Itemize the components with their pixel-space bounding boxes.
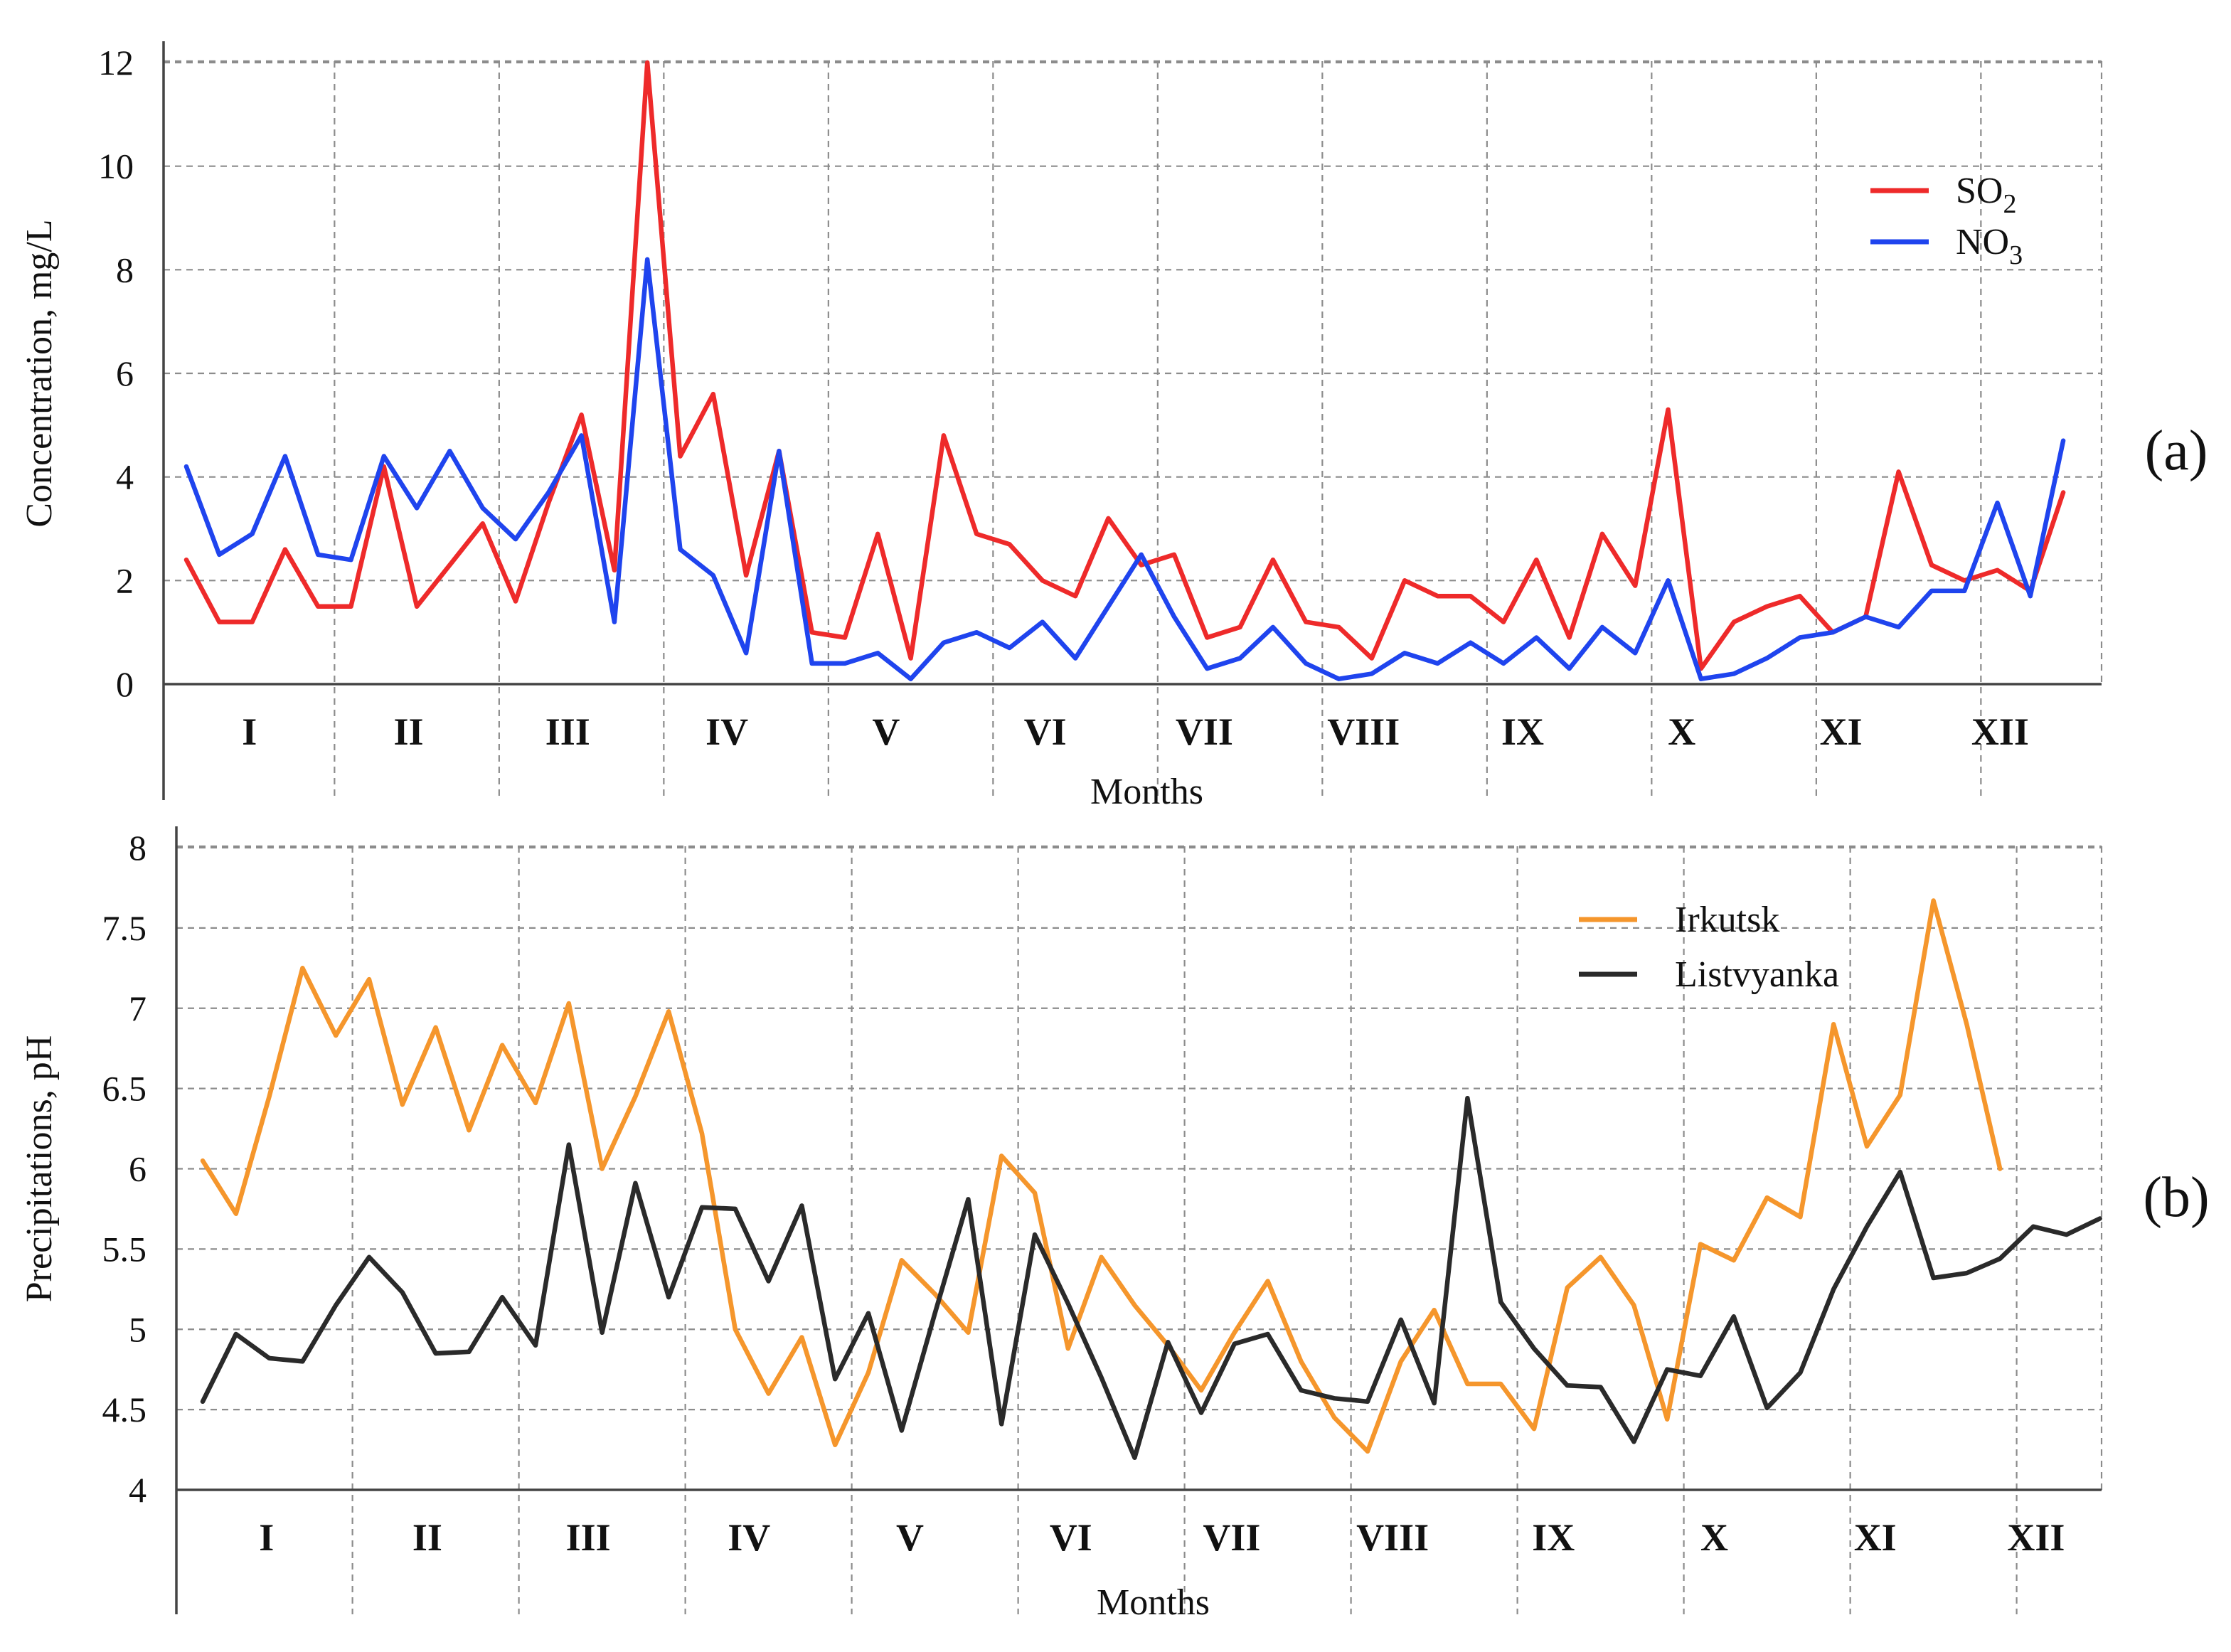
y-tick-label: 6 [129, 1149, 147, 1189]
month-tick-label: XII [1971, 710, 2029, 753]
month-tick-label: VI [1024, 710, 1067, 753]
month-tick-label: VI [1050, 1516, 1092, 1559]
y-tick-label: 4 [129, 1470, 147, 1510]
y-tick-label: 10 [98, 146, 134, 186]
series-line-no3 [183, 257, 2066, 681]
month-tick-label: X [1700, 1516, 1728, 1559]
month-tick-label: I [259, 1516, 274, 1559]
panel-b-grid [176, 845, 2103, 1614]
y-tick-label: 7.5 [102, 908, 147, 948]
y-tick-label: 6 [116, 353, 134, 393]
month-tick-label: VII [1176, 710, 1233, 753]
y-tick-label: 6.5 [102, 1069, 147, 1109]
legend-label: Listvyanka [1675, 954, 1839, 995]
panel-b-labels: 44.555.566.577.58I II III IV V VI VII VIII IX X XI… [19, 828, 2210, 1623]
month-tick-label: V [872, 710, 900, 753]
panel-a-series [183, 60, 2066, 681]
panel-label: (a) [2145, 420, 2208, 482]
y-tick-label: 0 [116, 664, 134, 704]
month-tick-label: III [566, 1516, 611, 1559]
month-tick-label: VII [1203, 1516, 1260, 1559]
panel-b-series [200, 898, 2102, 1461]
month-tick-label: IX [1501, 710, 1544, 753]
series-line-listvyanka [200, 1095, 2102, 1461]
y-tick-label: 7 [129, 988, 147, 1028]
y-axis-title: Precipitations, pH [19, 1035, 60, 1303]
month-tick-label: I [242, 710, 257, 753]
x-axis-title: Months [1090, 772, 1203, 812]
panel-label: (b) [2143, 1166, 2209, 1229]
month-tick-label: XI [1854, 1516, 1897, 1559]
series-line-irkutsk [200, 898, 2003, 1454]
month-tick-label: III [545, 710, 590, 753]
panel-b-axes [175, 826, 2102, 1614]
month-tick-label: IV [705, 710, 748, 753]
month-tick-label: XI [1820, 710, 1863, 753]
x-axis-title: Months [1097, 1582, 1210, 1623]
y-axis-title: Concentration, mg/L [19, 219, 60, 527]
y-tick-label: 8 [129, 828, 147, 868]
panel-b-chart: 44.555.566.577.58I II III IV V VI VII VIII IX X XI… [19, 826, 2210, 1623]
month-tick-label: IX [1532, 1516, 1575, 1559]
month-tick-label: XII [2007, 1516, 2065, 1559]
legend-label: SO2 [1956, 171, 2016, 219]
y-tick-label: 5 [129, 1309, 147, 1349]
panel-a-grid [164, 60, 2103, 800]
y-tick-label: 5.5 [102, 1229, 147, 1269]
y-tick-label: 4 [116, 457, 134, 497]
legend-label: NO3 [1956, 222, 2023, 270]
month-tick-label: V [896, 1516, 924, 1559]
month-tick-label: IV [728, 1516, 770, 1559]
month-tick-label: II [412, 1516, 442, 1559]
y-tick-label: 4.5 [102, 1390, 147, 1429]
y-tick-label: 8 [116, 250, 134, 289]
series-line-so2 [183, 60, 2066, 671]
month-tick-label: X [1668, 710, 1695, 753]
month-tick-label: VIII [1327, 710, 1400, 753]
month-tick-label: VIII [1356, 1516, 1429, 1559]
panel-a-axes [162, 41, 2102, 800]
legend-label: Irkutsk [1675, 900, 1779, 940]
month-tick-label: II [394, 710, 424, 753]
y-tick-label: 2 [116, 560, 134, 600]
y-tick-label: 12 [98, 43, 134, 82]
panel-b-legend: Irkutsk Listvyanka [1579, 900, 1839, 995]
